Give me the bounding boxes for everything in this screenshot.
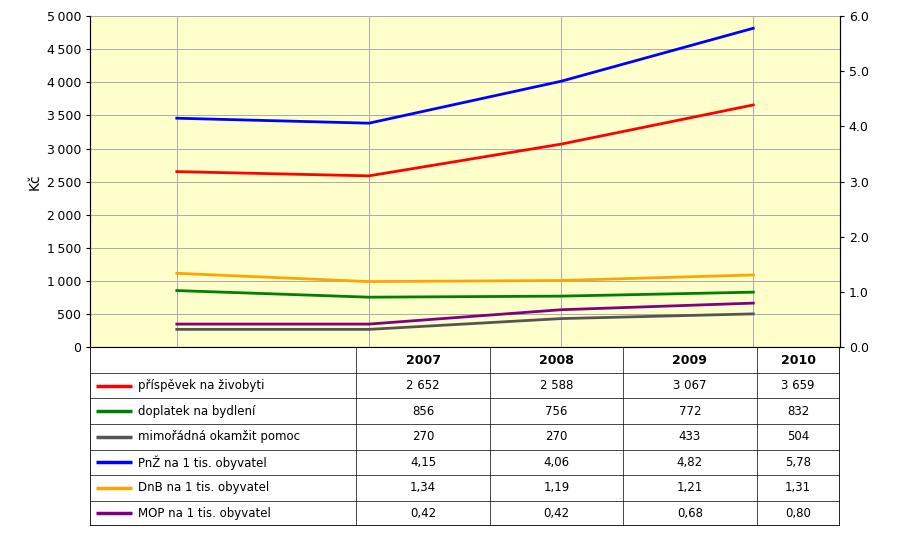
- Text: příspěvek na živobyti: příspěvek na živobyti: [137, 379, 263, 392]
- Text: 832: 832: [787, 405, 808, 418]
- Text: 1,21: 1,21: [676, 481, 703, 495]
- Text: 0,68: 0,68: [676, 507, 702, 520]
- Text: 3 067: 3 067: [672, 379, 706, 392]
- Text: 772: 772: [678, 405, 700, 418]
- Text: 1,19: 1,19: [543, 481, 569, 495]
- Text: 1,31: 1,31: [784, 481, 810, 495]
- Text: 2 588: 2 588: [539, 379, 573, 392]
- Text: 2007: 2007: [405, 353, 440, 367]
- Text: 4,15: 4,15: [410, 456, 436, 469]
- Text: 0,42: 0,42: [543, 507, 569, 520]
- Text: 2 652: 2 652: [406, 379, 439, 392]
- Text: 1,34: 1,34: [410, 481, 436, 495]
- Text: 2009: 2009: [672, 353, 706, 367]
- Text: 270: 270: [545, 430, 567, 443]
- Text: 4,82: 4,82: [676, 456, 702, 469]
- Text: 5,78: 5,78: [785, 456, 810, 469]
- Text: DnB na 1 tis. obyvatel: DnB na 1 tis. obyvatel: [137, 481, 269, 495]
- Text: 0,80: 0,80: [785, 507, 810, 520]
- Text: 504: 504: [787, 430, 808, 443]
- Text: 270: 270: [411, 430, 434, 443]
- Text: mimořádná okamžit pomoc: mimořádná okamžit pomoc: [137, 430, 299, 443]
- Y-axis label: Kč: Kč: [27, 173, 41, 190]
- Text: doplatek na bydlení: doplatek na bydlení: [137, 405, 254, 418]
- Text: 2008: 2008: [538, 353, 574, 367]
- Text: PnŽ na 1 tis. obyvatel: PnŽ na 1 tis. obyvatel: [137, 455, 266, 469]
- Text: 2010: 2010: [780, 353, 815, 367]
- Text: 4,06: 4,06: [543, 456, 569, 469]
- Text: 0,42: 0,42: [410, 507, 436, 520]
- Text: MOP na 1 tis. obyvatel: MOP na 1 tis. obyvatel: [137, 507, 270, 520]
- Text: 3 659: 3 659: [780, 379, 814, 392]
- Text: 433: 433: [678, 430, 700, 443]
- Text: 856: 856: [411, 405, 434, 418]
- Text: 756: 756: [545, 405, 567, 418]
